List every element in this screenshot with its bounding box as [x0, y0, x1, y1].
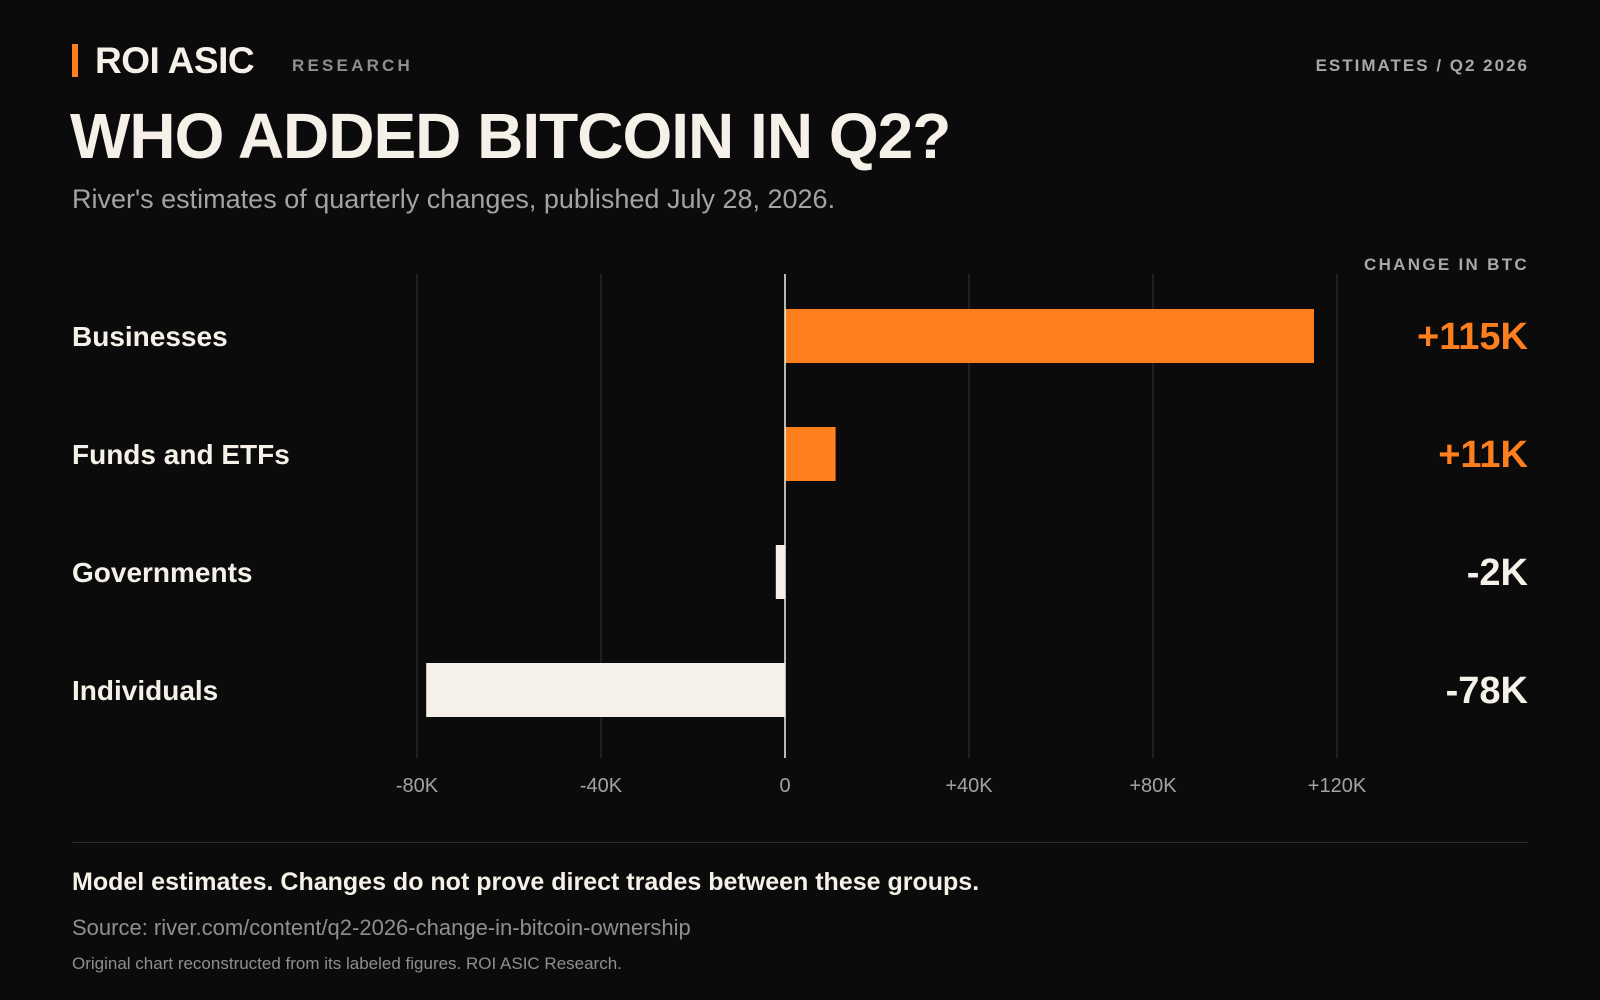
category-label: Businesses	[72, 321, 228, 352]
footer-divider	[72, 842, 1528, 843]
footer-credit: Original chart reconstructed from its la…	[72, 954, 622, 973]
page-title: WHO ADDED BITCOIN IN Q2?	[70, 100, 951, 172]
brand-name: ROI ASIC	[95, 40, 255, 81]
x-tick-label: +120K	[1308, 775, 1367, 797]
footer-source: Source: river.com/content/q2-2026-change…	[72, 915, 691, 940]
x-tick-label: +40K	[945, 775, 993, 797]
x-tick-label: 0	[779, 775, 790, 797]
x-tick-label: +80K	[1129, 775, 1177, 797]
data-label: +11K	[1438, 434, 1528, 476]
bar	[785, 427, 836, 481]
data-label: -78K	[1446, 670, 1529, 712]
x-tick-label: -80K	[396, 775, 439, 797]
brand-accent-bar	[72, 44, 78, 77]
value-column-header: CHANGE IN BTC	[1364, 255, 1529, 274]
footer-note: Model estimates. Changes do not prove di…	[72, 868, 980, 896]
brand-section: RESEARCH	[292, 56, 414, 75]
category-label: Governments	[72, 557, 253, 588]
category-label: Funds and ETFs	[72, 439, 290, 470]
bar	[785, 309, 1314, 363]
data-label: -2K	[1467, 552, 1529, 594]
x-tick-label: -40K	[580, 775, 623, 797]
bar	[426, 663, 785, 717]
page-subtitle: River's estimates of quarterly changes, …	[72, 184, 836, 214]
category-label: Individuals	[72, 675, 218, 706]
edition-label: ESTIMATES / Q2 2026	[1315, 56, 1529, 75]
data-label: +115K	[1417, 316, 1528, 358]
bar-chart: -80K -40K 0 +40K +80K +120K Businesses +115K Fun…	[72, 274, 1529, 797]
bar	[775, 545, 785, 599]
